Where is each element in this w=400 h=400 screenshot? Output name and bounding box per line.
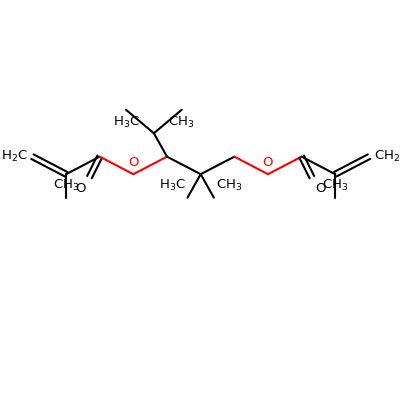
Text: O: O (128, 156, 139, 169)
Text: H$_3$C: H$_3$C (113, 114, 140, 130)
Text: CH$_2$: CH$_2$ (374, 149, 400, 164)
Text: O: O (316, 182, 326, 195)
Text: O: O (75, 182, 86, 195)
Text: CH$_3$: CH$_3$ (53, 178, 79, 193)
Text: CH$_3$: CH$_3$ (216, 178, 242, 193)
Text: H$_2$C: H$_2$C (1, 149, 28, 164)
Text: O: O (263, 156, 273, 169)
Text: CH$_3$: CH$_3$ (322, 178, 348, 193)
Text: H$_3$C: H$_3$C (159, 178, 186, 193)
Text: CH$_3$: CH$_3$ (168, 114, 195, 130)
